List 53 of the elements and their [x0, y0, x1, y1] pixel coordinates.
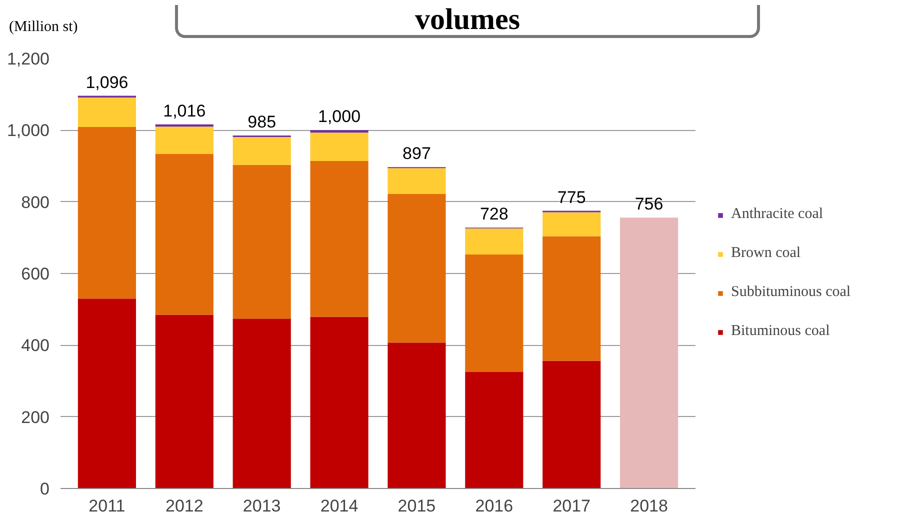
legend-label: Bituminous coal [731, 323, 830, 340]
legend-label: Anthracite coal [731, 206, 824, 223]
legend-label: Brown coal [731, 245, 801, 262]
y-tick-label: 1,200 [6, 50, 50, 68]
bar [542, 212, 601, 236]
bar [388, 342, 446, 488]
bar [465, 372, 524, 488]
y-tick-label: 0 [40, 480, 50, 498]
legend-label: Subbituminous coal [731, 284, 851, 301]
x-tick-label: 2017 [552, 496, 591, 516]
total-label: 1,000 [318, 107, 361, 126]
total-label: 728 [480, 204, 508, 224]
bar [78, 126, 136, 299]
bar [155, 124, 214, 127]
bar [232, 164, 291, 319]
bar [155, 154, 214, 315]
x-tick-label: 2018 [630, 496, 668, 516]
bar [620, 218, 678, 488]
bar [78, 298, 136, 488]
total-label: 985 [248, 112, 276, 132]
y-axis-title: (Million st) [8, 18, 79, 37]
bar [542, 360, 601, 488]
bar [155, 126, 214, 154]
bar [232, 136, 291, 165]
bar [310, 130, 368, 133]
y-tick-label: 800 [21, 192, 50, 212]
y-tick-label: 200 [21, 408, 50, 427]
y-tick-label: 600 [21, 264, 50, 284]
bar [388, 168, 446, 194]
bar [388, 194, 446, 343]
total-label: 775 [557, 188, 586, 207]
chart-title: volumes [175, 3, 760, 38]
bar [465, 228, 524, 255]
x-tick-label: 2011 [88, 496, 126, 516]
x-tick-label: 2016 [475, 496, 514, 516]
bar [465, 254, 524, 372]
bar [542, 236, 601, 361]
total-label: 756 [634, 194, 664, 214]
bar [310, 160, 368, 317]
x-tick-label: 2014 [320, 496, 358, 516]
total-label: 897 [402, 144, 431, 164]
y-tick-label: 1,000 [6, 121, 50, 140]
bar [310, 316, 368, 488]
x-tick-label: 2013 [242, 496, 281, 516]
y-tick-label: 400 [21, 336, 50, 356]
bar [155, 314, 214, 488]
x-tick-label: 2012 [165, 496, 204, 516]
bar [310, 132, 368, 161]
total-label: 1,096 [86, 72, 128, 92]
total-label: 1,016 [163, 101, 206, 120]
bar [232, 318, 291, 488]
bar [78, 98, 136, 127]
x-tick-label: 2015 [398, 496, 436, 516]
